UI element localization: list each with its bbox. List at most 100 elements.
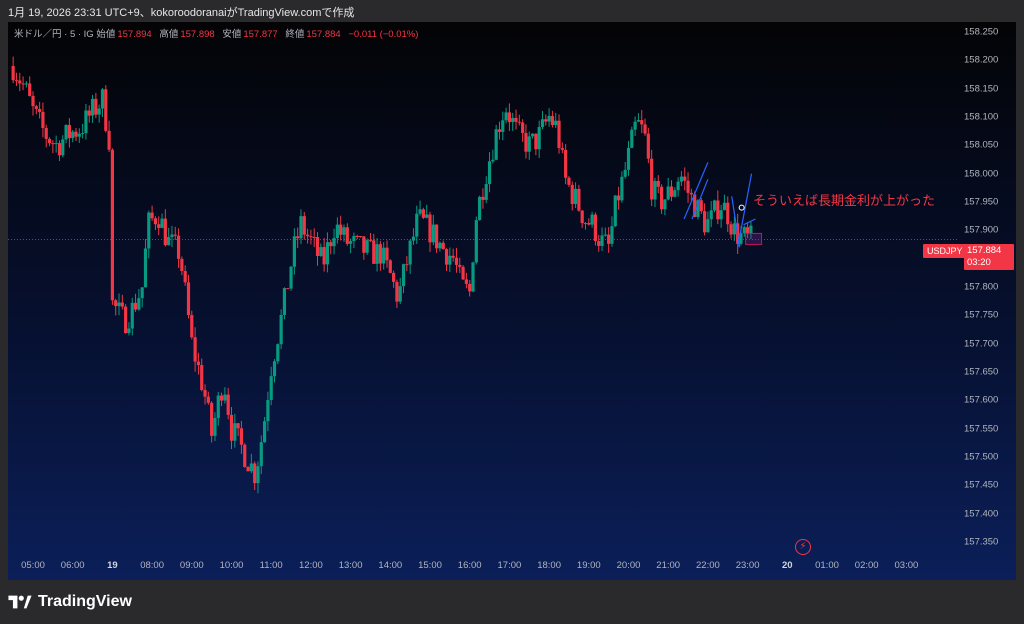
time-axis[interactable]: 05:00 06:00 19 08:00 09:00 10:00 11:00 12:00 13:… [8, 554, 958, 580]
candle-body [219, 395, 224, 401]
price-chart[interactable] [8, 22, 1016, 580]
candle-body [147, 212, 151, 249]
candle-body [325, 242, 330, 265]
candle-body [84, 110, 88, 134]
candle-body [435, 224, 439, 249]
candle-body [699, 200, 703, 212]
candle-body [630, 129, 634, 148]
candle-body [712, 200, 717, 211]
candle-body [636, 120, 641, 122]
candle-body [650, 158, 654, 200]
candle-body [547, 115, 551, 122]
candle-body [567, 177, 571, 185]
candle-body [686, 180, 690, 193]
candle-body [487, 161, 492, 185]
legend-symbol: 米ドル／円 · 5 · IG [14, 29, 94, 40]
candle-body [322, 247, 326, 265]
candle-body [216, 395, 220, 418]
chart-annotation[interactable]: そういえば長期金利が上がった [753, 193, 936, 208]
candle-body [385, 247, 389, 261]
price-tick-label: 158.100 [964, 111, 999, 123]
time-tick-label: 18:00 [537, 560, 561, 571]
candle-body [124, 306, 128, 333]
candle-body [372, 240, 376, 264]
candle-body [266, 399, 270, 422]
time-tick-label: 08:00 [140, 560, 164, 571]
candle-body [120, 302, 124, 307]
candle-body [706, 219, 710, 233]
candle-body [659, 186, 664, 210]
candle-body [329, 242, 333, 247]
price-tick-label: 157.950 [964, 196, 999, 208]
candle-body [597, 241, 601, 246]
time-tick-label: 06:00 [60, 560, 85, 571]
candle-body [365, 240, 369, 253]
candle-body [110, 149, 114, 301]
time-tick-label: 19 [107, 560, 118, 571]
candle-body [358, 236, 363, 238]
candle-body [262, 421, 267, 443]
candle-body [444, 249, 449, 265]
candle-body [74, 131, 78, 137]
time-tick-label: 20 [782, 560, 793, 571]
candle-body [200, 365, 204, 390]
candle-body [11, 66, 15, 81]
last-price-tag: 157.884 03:20 [964, 244, 1014, 270]
candle-body [388, 260, 392, 273]
price-tick-label: 157.800 [964, 281, 999, 293]
chart-caption: 1月 19, 2026 23:31 UTC+9、kokoroodoranaiがT… [8, 7, 355, 19]
price-tick-label: 157.750 [964, 309, 999, 321]
candle-body [507, 112, 511, 123]
price-tick-label: 157.650 [964, 366, 999, 378]
candle-body [418, 209, 422, 214]
candle-body [349, 241, 353, 244]
candle-body [474, 220, 478, 263]
candle-body [259, 442, 263, 467]
candle-body [431, 224, 435, 243]
price-tick-label: 158.000 [964, 168, 999, 180]
candle-body [494, 129, 498, 160]
price-tick-label: 157.700 [964, 338, 999, 350]
candle-body [425, 214, 429, 218]
candle-body [401, 264, 406, 287]
candle-body [524, 133, 528, 152]
legend-close: 157.884 [306, 29, 341, 40]
candle-body [580, 210, 584, 224]
time-tick-label: 17:00 [497, 560, 522, 571]
candle-body [31, 95, 35, 107]
candle-body [557, 120, 561, 149]
candle-body [196, 361, 201, 366]
candle-body [256, 466, 260, 484]
price-tick-label: 158.200 [964, 54, 999, 66]
candle-body [299, 216, 303, 239]
candle-body [554, 120, 558, 126]
time-tick-label: 11:00 [259, 560, 283, 571]
candle-body [47, 138, 52, 144]
time-tick-label: 15:00 [418, 560, 442, 571]
chart-frame[interactable]: 米ドル／円 · 5 · IG 始値 157.894 高値 157.898 安値 157… [8, 22, 1016, 580]
candle-body [534, 133, 538, 150]
time-tick-label: 05:00 [21, 560, 45, 571]
candle-body [746, 227, 750, 234]
time-tick-label: 14:00 [378, 560, 403, 571]
price-scale[interactable]: 158.250 158.200 158.150 158.100 158.050 158.0… [958, 22, 1016, 580]
candle-body [716, 200, 720, 220]
price-tick-label: 157.900 [964, 224, 999, 236]
candle-body [94, 98, 98, 115]
tradingview-logo-text: TradingView [38, 593, 132, 610]
candle-body [276, 344, 280, 362]
candle-body [203, 389, 207, 397]
price-tick-label: 158.250 [964, 26, 999, 38]
candle-body [603, 234, 607, 236]
candle-body [90, 98, 95, 116]
lightning-icon[interactable]: ⚡ [795, 539, 811, 555]
candle-body [560, 148, 564, 150]
price-tick-label: 157.500 [964, 451, 999, 463]
candle-body [269, 376, 273, 400]
candle-body [415, 213, 419, 237]
candle-body [626, 147, 631, 170]
candle-body [633, 121, 637, 130]
candle-body [41, 111, 45, 129]
candle-body [378, 244, 382, 264]
candle-body [722, 202, 727, 211]
